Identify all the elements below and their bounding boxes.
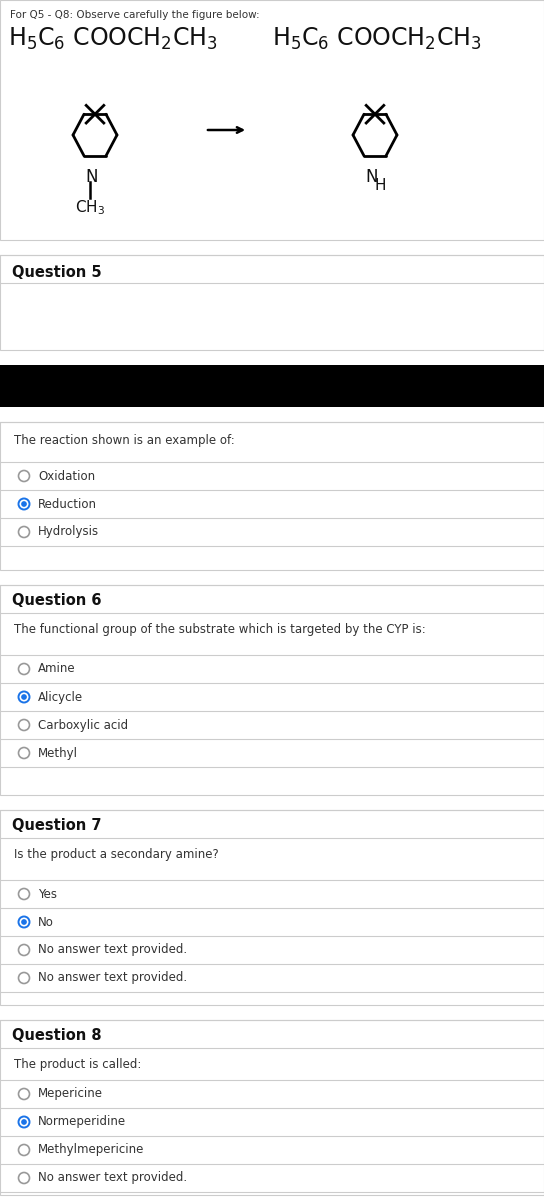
Text: Methylmepericine: Methylmepericine	[38, 1144, 144, 1157]
Text: Question 7: Question 7	[12, 818, 102, 833]
Text: Question 6: Question 6	[12, 593, 102, 608]
Circle shape	[21, 1120, 27, 1124]
Text: N: N	[365, 168, 378, 186]
Text: Reduction: Reduction	[38, 498, 97, 510]
Text: N: N	[85, 168, 97, 186]
Bar	[0, 422, 544, 570]
Circle shape	[21, 502, 27, 506]
Text: Amine: Amine	[38, 662, 76, 676]
Bar	[0, 810, 544, 1006]
Bar	[0, 584, 544, 794]
Text: CH$_3$: CH$_3$	[75, 199, 105, 217]
Bar	[0, 254, 544, 350]
Text: Is the product a secondary amine?: Is the product a secondary amine?	[14, 848, 219, 862]
Text: H$_5$C$_6$ COOCH$_2$CH$_3$: H$_5$C$_6$ COOCH$_2$CH$_3$	[8, 26, 218, 52]
Bar	[0, 365, 544, 407]
Text: No: No	[38, 916, 54, 929]
Text: H$_5$C$_6$ COOCH$_2$CH$_3$: H$_5$C$_6$ COOCH$_2$CH$_3$	[272, 26, 482, 52]
Text: The product is called:: The product is called:	[14, 1058, 141, 1070]
Bar	[0, 1020, 544, 1195]
Circle shape	[21, 694, 27, 700]
Text: No answer text provided.: No answer text provided.	[38, 943, 187, 956]
Text: The functional group of the substrate which is targeted by the CYP is:: The functional group of the substrate wh…	[14, 623, 426, 636]
Text: Methyl: Methyl	[38, 746, 78, 760]
Text: No answer text provided.: No answer text provided.	[38, 972, 187, 984]
Text: Carboxylic acid: Carboxylic acid	[38, 719, 128, 732]
Text: Hydrolysis: Hydrolysis	[38, 526, 99, 539]
Text: Normeperidine: Normeperidine	[38, 1116, 126, 1128]
Text: Alicycle: Alicycle	[38, 690, 83, 703]
Text: Yes: Yes	[38, 888, 57, 900]
Bar	[0, 0, 544, 240]
Text: Oxidation: Oxidation	[38, 469, 95, 482]
Text: Question 5: Question 5	[12, 265, 102, 280]
Text: Mepericine: Mepericine	[38, 1087, 103, 1100]
Text: Question 8: Question 8	[12, 1028, 102, 1043]
Text: The reaction shown is an example of:: The reaction shown is an example of:	[14, 434, 235, 446]
Text: H: H	[374, 178, 386, 193]
Circle shape	[21, 919, 27, 925]
Text: No answer text provided.: No answer text provided.	[38, 1171, 187, 1184]
Text: For Q5 - Q8: Observe carefully the figure below:: For Q5 - Q8: Observe carefully the figur…	[10, 10, 259, 20]
